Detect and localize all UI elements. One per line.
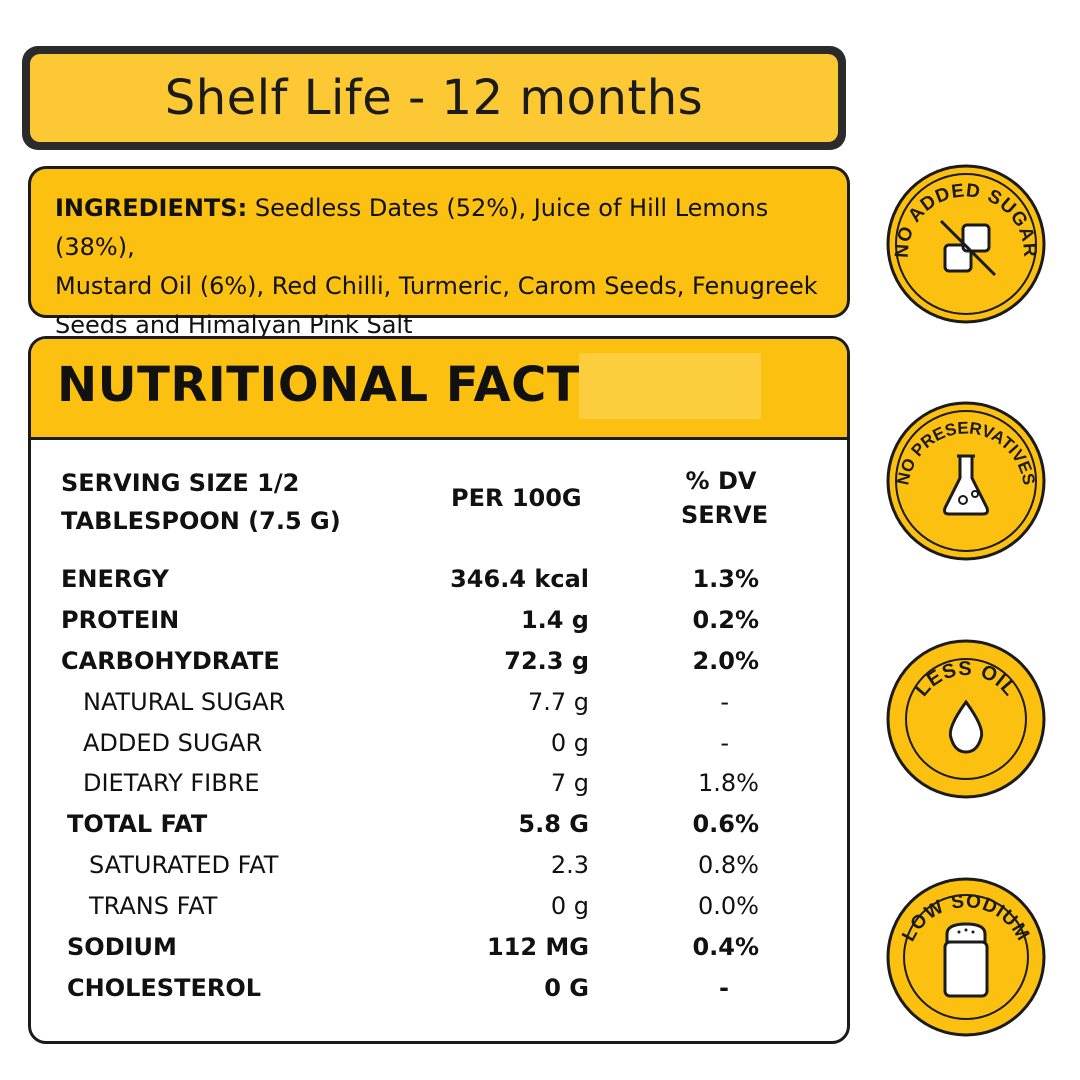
row-label: SATURATED FAT — [89, 851, 279, 880]
row-label: CHOLESTEROL — [67, 973, 262, 1002]
row-label: NATURAL SUGAR — [83, 687, 286, 716]
row-dv: 1.8% — [698, 769, 759, 798]
table-row: NATURAL SUGAR 7.7 g - — [31, 682, 847, 723]
table-row: ENERGY 346.4 kcal 1.3% — [31, 559, 847, 600]
row-value: 112 MG — [486, 933, 589, 962]
table-row: TRANS FAT 0 g 0.0% — [31, 886, 847, 927]
row-value: 0 g — [550, 728, 589, 757]
low-sodium-badge: LOW SODIUM — [886, 877, 1046, 1037]
nutrition-facts-panel: NUTRITIONAL FACTS SERVING SIZE 1/2 TABLE… — [28, 336, 850, 1044]
row-value: 0 g — [550, 892, 589, 921]
serving-size-line-2: TABLESPOON (7.5 G) — [61, 507, 341, 535]
drop-icon — [948, 699, 984, 754]
row-dv: - — [719, 973, 729, 1002]
less-oil-badge: LESS OIL — [886, 639, 1046, 799]
row-value: 0 G — [544, 973, 589, 1002]
row-label: DIETARY FIBRE — [83, 769, 260, 798]
ingredients-line-1: INGREDIENTS: Seedless Dates (52%), Juice… — [55, 189, 823, 267]
row-value: 5.8 G — [518, 810, 589, 839]
column-headers: SERVING SIZE 1/2 TABLESPOON (7.5 G) PER … — [31, 440, 847, 550]
per-100g-header: PER 100G — [451, 484, 582, 512]
row-label: PROTEIN — [61, 605, 180, 634]
table-row: CARBOHYDRATE 72.3 g 2.0% — [31, 641, 847, 682]
dv-header-line-1: % DV — [685, 467, 757, 495]
table-row: DIETARY FIBRE 7 g 1.8% — [31, 763, 847, 804]
dv-serve-header: % DV SERVE — [681, 464, 769, 532]
nutrition-facts-title: NUTRITIONAL FACTS — [57, 357, 616, 413]
row-label: CARBOHYDRATE — [61, 646, 280, 675]
row-value: 346.4 kcal — [450, 565, 589, 593]
table-row: ADDED SUGAR 0 g - — [31, 723, 847, 764]
row-value: 72.3 g — [504, 646, 589, 675]
ingredients-panel: INGREDIENTS: Seedless Dates (52%), Juice… — [28, 166, 850, 339]
row-dv: - — [720, 687, 729, 716]
nutrition-rows: ENERGY 346.4 kcal 1.3% PROTEIN 1.4 g 0.2% CA… — [31, 559, 847, 1009]
row-dv: 2.0% — [692, 646, 759, 675]
table-row: SODIUM 112 MG 0.4% — [31, 927, 847, 968]
no-added-sugar-badge: NO ADDED SUGAR — [886, 164, 1046, 324]
row-dv: 0.6% — [692, 810, 759, 839]
row-label: TRANS FAT — [89, 892, 218, 921]
table-row: TOTAL FAT 5.8 G 0.6% — [31, 804, 847, 845]
salt-shaker-icon — [943, 922, 989, 998]
row-dv: 0.4% — [692, 933, 759, 962]
row-value: 2.3 — [550, 851, 589, 880]
row-dv: 1.3% — [692, 565, 759, 593]
row-dv: - — [720, 728, 729, 757]
row-dv: 0.0% — [698, 892, 759, 921]
ingredients-label: INGREDIENTS: — [55, 194, 248, 222]
table-row: SATURATED FAT 2.3 0.8% — [31, 845, 847, 886]
table-row: CHOLESTEROL 0 G - — [31, 968, 847, 1009]
row-dv: 0.2% — [692, 605, 759, 634]
sugar-cubes-crossed-icon — [939, 219, 997, 277]
dv-header-line-2: SERVE — [681, 501, 769, 529]
row-value: 7 g — [550, 769, 589, 798]
row-label: SODIUM — [67, 933, 177, 962]
row-label: ADDED SUGAR — [83, 728, 263, 757]
row-value: 7.7 g — [527, 687, 589, 716]
nutrition-facts-header: NUTRITIONAL FACTS — [31, 339, 847, 440]
shelf-life-text: Shelf Life - 12 months — [30, 54, 838, 142]
row-label: ENERGY — [61, 565, 169, 593]
serving-size-header: SERVING SIZE 1/2 TABLESPOON (7.5 G) — [61, 464, 341, 540]
ingredients-line-3: Seeds and Himalyan Pink Salt — [55, 311, 413, 339]
ingredients-line-2: Mustard Oil (6%), Red Chilli, Turmeric, … — [55, 272, 818, 300]
row-dv: 0.8% — [698, 851, 759, 880]
header-patch — [579, 353, 761, 419]
flask-icon — [943, 454, 989, 516]
table-row: PROTEIN 1.4 g 0.2% — [31, 600, 847, 641]
ingredients-text-1: Seedless Dates (52%), Juice of Hill Lemo… — [55, 194, 769, 261]
shelf-life-banner: Shelf Life - 12 months — [22, 46, 846, 150]
row-value: 1.4 g — [520, 605, 589, 634]
serving-size-line-1: SERVING SIZE 1/2 — [61, 469, 300, 497]
no-preservatives-badge: NO PRESERVATIVES — [886, 401, 1046, 561]
row-label: TOTAL FAT — [67, 810, 208, 839]
